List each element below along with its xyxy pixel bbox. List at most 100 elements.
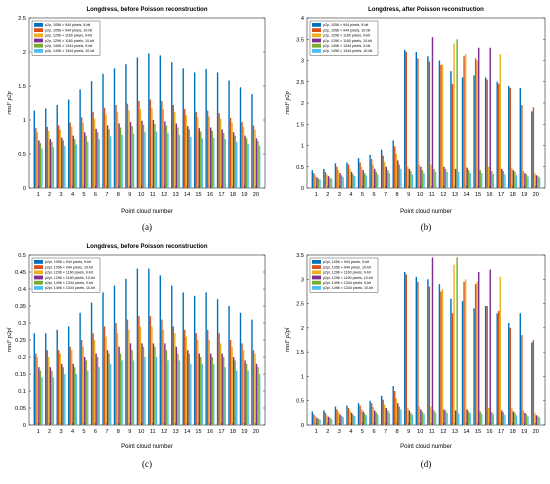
bar-s3-c7 xyxy=(384,404,386,425)
bar-s1-c7 xyxy=(380,149,383,188)
x-tick-label: 15 xyxy=(195,429,201,435)
bar-s2-c8 xyxy=(115,105,117,188)
bar-s1-c2 xyxy=(323,168,325,189)
legend-swatch xyxy=(34,286,43,290)
bar-s2-c1 xyxy=(313,414,315,425)
bar-s4-c15 xyxy=(198,128,200,188)
bar-s6-c5 xyxy=(87,141,89,188)
legend-swatch xyxy=(312,43,321,48)
bar-s2-c5 xyxy=(359,405,361,425)
bar-s1-c7 xyxy=(102,292,104,425)
bar-s1-c13 xyxy=(171,62,173,189)
bar-s5-c7 xyxy=(108,129,110,188)
legend-entry: p2pl, 1296 × 1160 pixels, 9-bit xyxy=(323,271,371,275)
bar-s5-c9 xyxy=(410,412,412,425)
bar-s5-c11 xyxy=(154,346,156,425)
bar-s2-c3 xyxy=(58,125,60,188)
bar-s3-c17 xyxy=(219,343,222,425)
bar-s5-c1 xyxy=(39,143,42,188)
x-tick-label: 12 xyxy=(161,192,167,198)
x-tick-label: 11 xyxy=(150,429,156,435)
bar-s3-c4 xyxy=(349,410,351,425)
x-tick-label: 17 xyxy=(498,429,504,435)
bar-s4-c8 xyxy=(118,123,120,188)
legend-swatch xyxy=(312,49,321,53)
x-tick-label: 13 xyxy=(173,192,179,198)
bar-s2-c5 xyxy=(359,162,361,188)
bar-s4-c19 xyxy=(524,412,526,425)
legend-swatch xyxy=(312,275,321,280)
bar-s1-c1 xyxy=(311,170,314,188)
bar-s2-c3 xyxy=(336,166,338,188)
bar-s5-c17 xyxy=(222,132,225,188)
bar-s1-c2 xyxy=(323,410,325,425)
bar-s5-c7 xyxy=(387,170,389,188)
bar-s3-c2 xyxy=(48,130,50,188)
x-tick-label: 6 xyxy=(372,192,375,198)
y-tick-label: 0.45 xyxy=(15,270,26,276)
bar-s3-c7 xyxy=(105,336,107,425)
x-tick-label: 1 xyxy=(315,192,318,198)
x-axis-label: Point cloud number xyxy=(121,209,173,215)
y-tick-label: 2 xyxy=(23,50,26,56)
legend-swatch xyxy=(312,265,321,269)
legend-swatch xyxy=(34,43,43,48)
x-tick-label: 14 xyxy=(463,192,469,198)
bar-s6-c16 xyxy=(492,414,495,425)
bar-s1-c20 xyxy=(531,111,533,188)
bar-s4-c13 xyxy=(175,346,178,425)
bar-s1-c11 xyxy=(148,53,150,188)
bar-s2-c8 xyxy=(115,323,117,425)
bar-s3-c13 xyxy=(453,264,455,425)
bar-s3-c11 xyxy=(151,326,153,425)
bar-s4-c9 xyxy=(129,343,132,425)
bar-s3-c18 xyxy=(511,408,513,425)
bar-s5-c13 xyxy=(456,257,458,425)
x-tick-label: 14 xyxy=(184,429,190,435)
bar-s2-c19 xyxy=(241,122,243,188)
bar-s2-c19 xyxy=(521,335,523,425)
bar-s6-c7 xyxy=(109,363,112,425)
legend-swatch xyxy=(312,286,321,290)
bar-s2-c5 xyxy=(80,340,83,425)
bar-s1-c8 xyxy=(392,386,394,425)
bar-s1-c12 xyxy=(438,284,441,425)
bar-s3-c12 xyxy=(441,64,444,188)
bar-s1-c6 xyxy=(90,81,93,188)
bar-s4-c6 xyxy=(374,410,376,425)
bar-s3-c8 xyxy=(395,398,397,425)
bar-s2-c11 xyxy=(149,316,152,425)
bar-s2-c15 xyxy=(195,333,197,425)
bar-s1-c11 xyxy=(148,268,150,425)
bar-s3-c9 xyxy=(407,408,409,425)
bar-s3-c20 xyxy=(254,353,256,425)
bar-s5-c12 xyxy=(165,350,168,425)
bar-s3-c11 xyxy=(430,406,432,425)
bar-s5-c13 xyxy=(177,353,179,425)
bar-s3-c20 xyxy=(534,412,536,425)
bar-s5-c8 xyxy=(119,353,122,425)
bar-s2-c4 xyxy=(69,346,71,425)
bar-s1-c17 xyxy=(496,313,498,425)
bar-s5-c16 xyxy=(211,357,213,425)
x-tick-label: 1 xyxy=(37,192,40,198)
bar-s4-c7 xyxy=(106,125,109,188)
bar-s2-c18 xyxy=(509,327,511,425)
bar-s1-c16 xyxy=(205,69,207,188)
bar-s1-c17 xyxy=(216,72,219,188)
bar-s6-c20 xyxy=(258,145,261,188)
bar-s5-c18 xyxy=(514,171,516,188)
bar-s4-c11 xyxy=(152,343,155,425)
legend-entry: p2p, 1496 × 1344 pixels, 9-bit xyxy=(323,44,370,48)
bar-s6-c7 xyxy=(109,136,112,188)
bar-s2-c2 xyxy=(324,412,327,425)
bar-s6-c19 xyxy=(247,370,249,425)
x-tick-label: 4 xyxy=(71,429,74,435)
bar-s3-c15 xyxy=(197,340,199,425)
x-tick-label: 14 xyxy=(184,192,190,198)
x-tick-label: 17 xyxy=(218,429,224,435)
bar-s3-c3 xyxy=(59,129,61,188)
bar-s3-c14 xyxy=(464,54,467,189)
y-axis-label: rmsF p2pl xyxy=(7,327,13,352)
